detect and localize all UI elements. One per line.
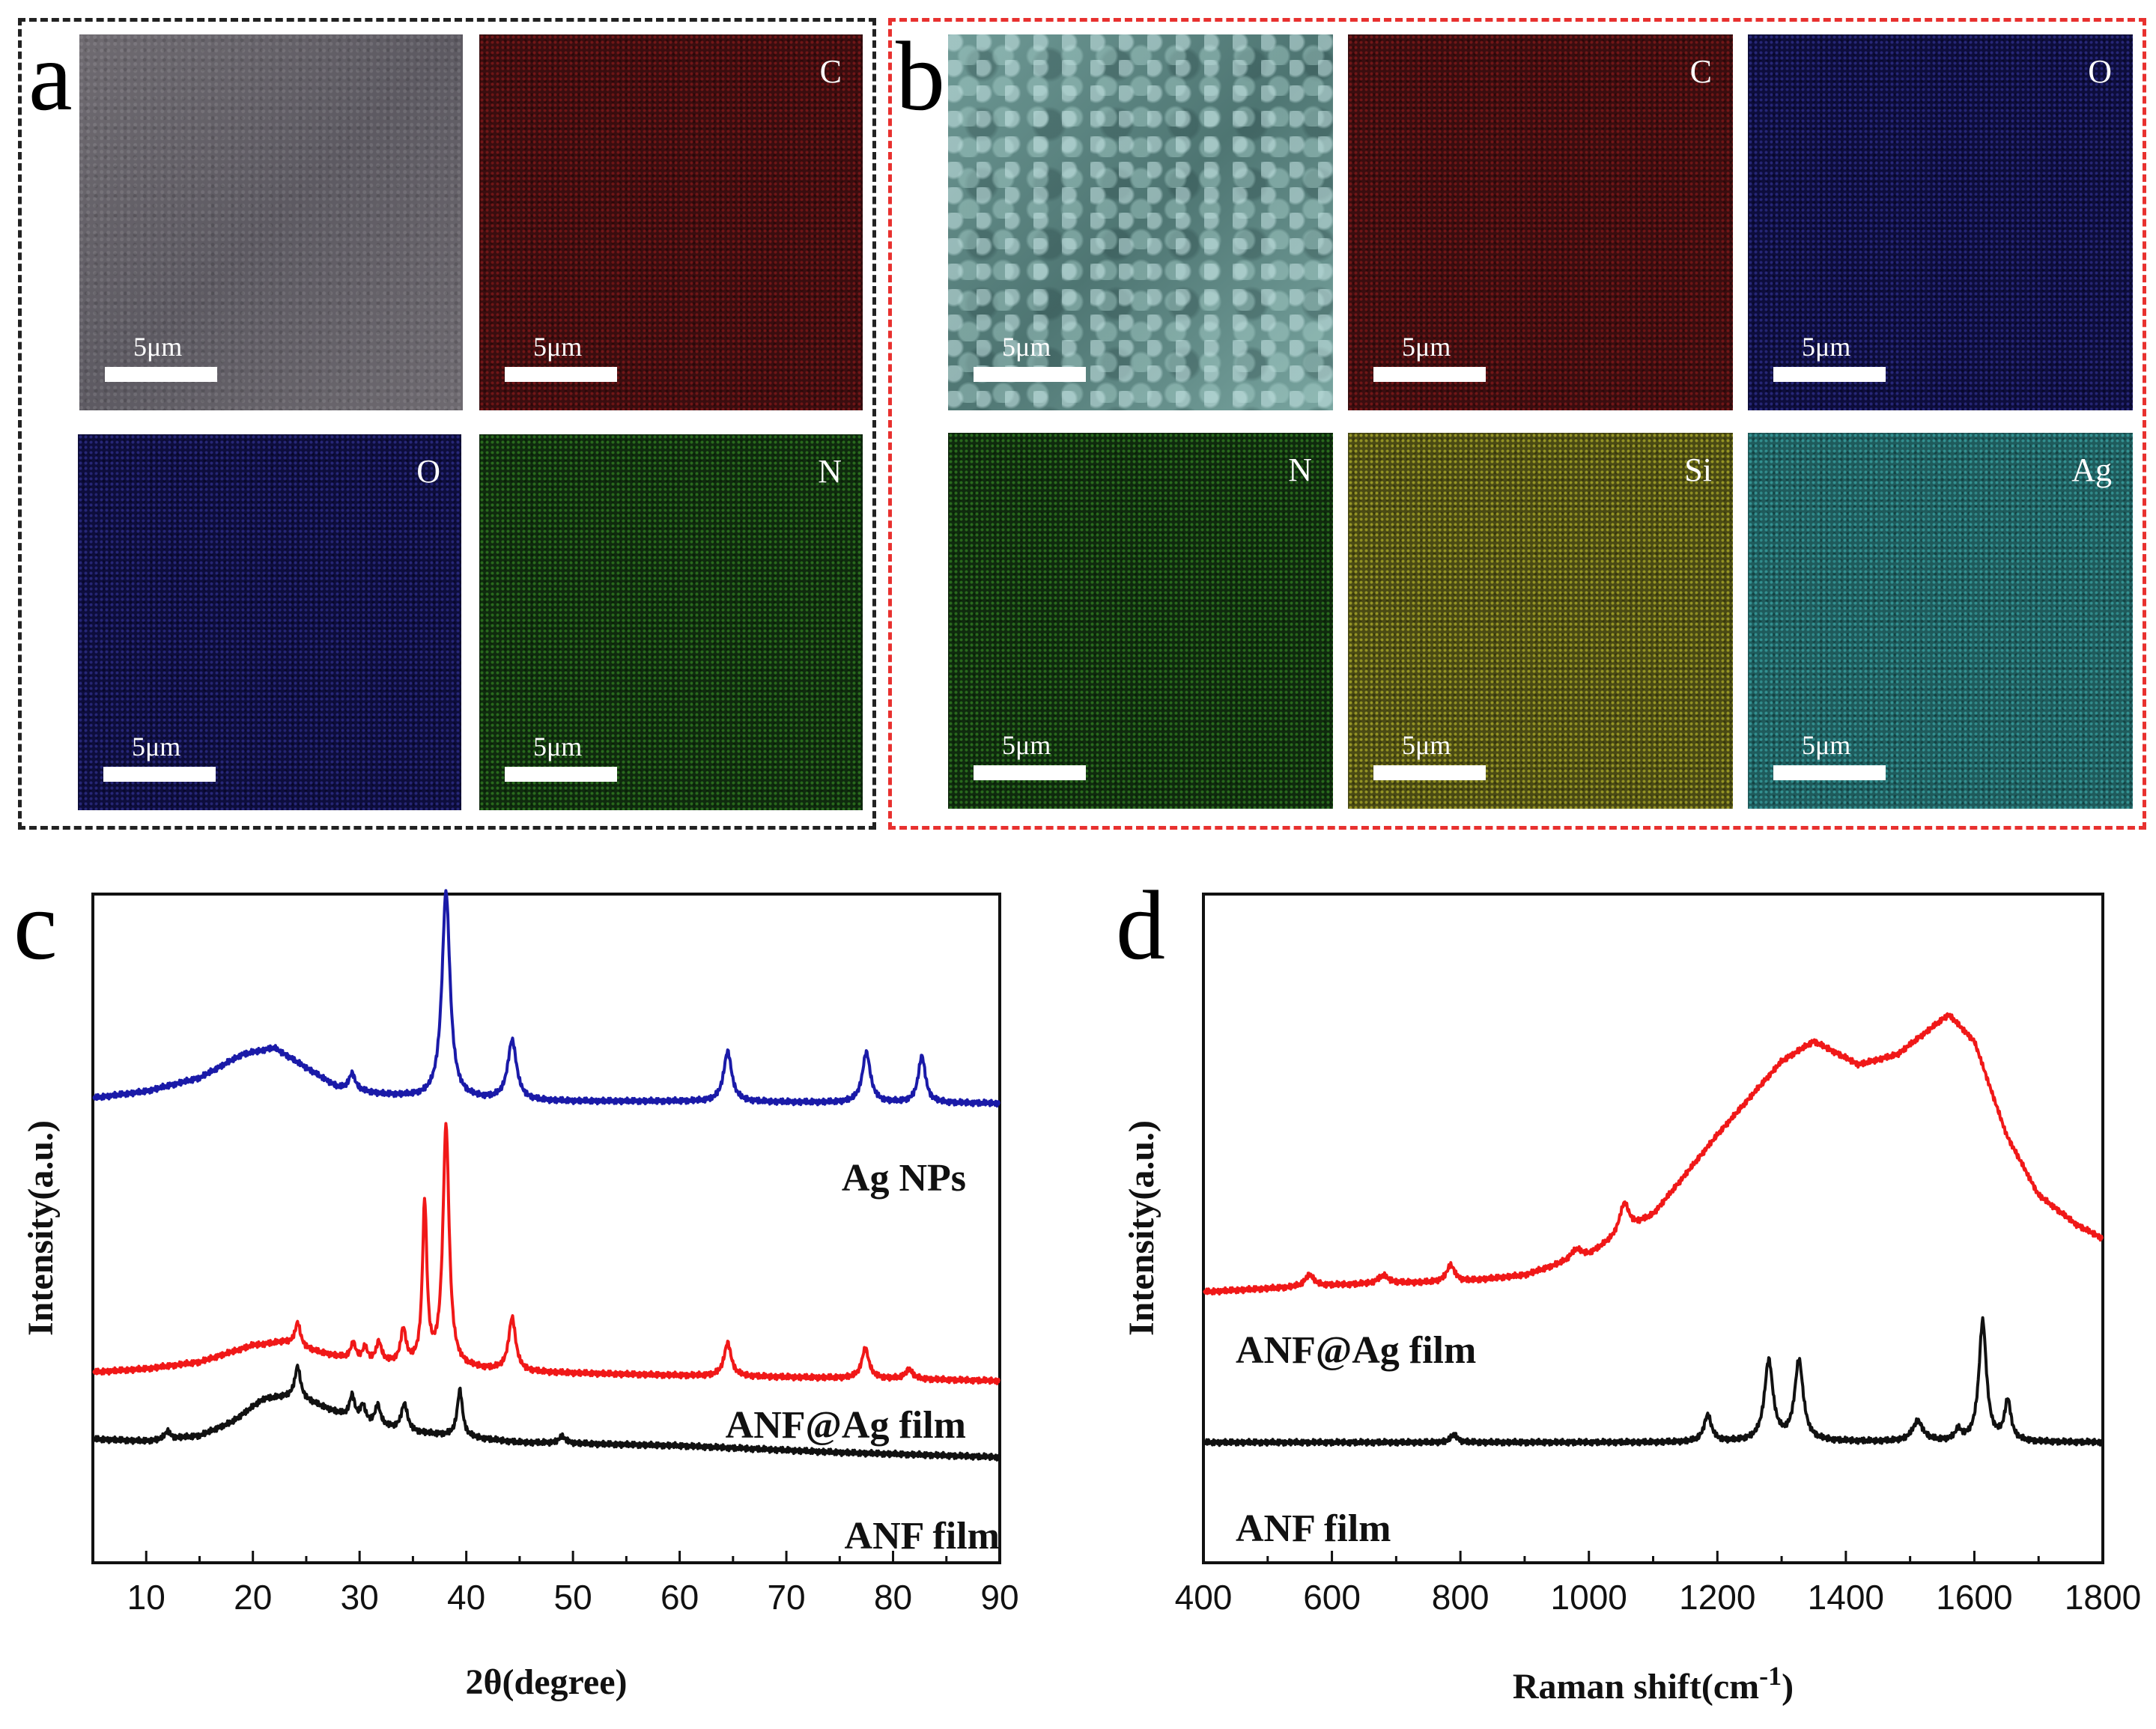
- x-axis-label: 2θ(degree): [465, 1662, 627, 1702]
- scale-bar: [1773, 367, 1886, 382]
- eds-map-a-o: O 5μm: [78, 434, 461, 810]
- scale-bar-label: 5μm: [133, 332, 183, 362]
- plot-frame: [91, 893, 1001, 1564]
- series-label: ANF film: [845, 1515, 1000, 1558]
- scale-bar-label: 5μm: [1802, 332, 1851, 362]
- panel-a-frame: [18, 18, 876, 830]
- x-axis-label-sup: -1: [1759, 1661, 1782, 1691]
- eds-map-a-c: C 5μm: [479, 34, 863, 410]
- x-tick-label: 30: [341, 1578, 379, 1617]
- eds-map-b-o: O 5μm: [1748, 34, 2133, 410]
- plot-frame: [1202, 893, 2104, 1564]
- x-tick-label: 400: [1175, 1578, 1233, 1617]
- y-axis-label: Intensity(a.u.): [1122, 1120, 1161, 1336]
- panel-c-letter: c: [13, 870, 58, 980]
- eds-map-b-n: N 5μm: [948, 433, 1333, 809]
- x-tick-label: 10: [127, 1578, 166, 1617]
- scale-bar: [974, 765, 1086, 780]
- series-anf-film: [1202, 1316, 2104, 1447]
- scale-bar: [1773, 765, 1886, 780]
- x-tick-label: 1000: [1551, 1578, 1627, 1617]
- element-label: Ag: [2071, 452, 2112, 488]
- eds-map-b-ag: Ag 5μm: [1748, 433, 2133, 809]
- x-tick-label: 20: [234, 1578, 272, 1617]
- series-anf-ag-film: [91, 1122, 1001, 1385]
- scale-bar: [1373, 367, 1486, 382]
- series-label: ANF@Ag film: [1236, 1329, 1476, 1372]
- chart-d: d 400 600 800 1000 1200 1400 1600 1800 Raman shif…: [1116, 870, 2141, 1707]
- x-tick-label: 1200: [1679, 1578, 1755, 1617]
- element-label: Si: [1684, 452, 1712, 488]
- x-tick-label: 80: [874, 1578, 912, 1617]
- scale-bar: [974, 367, 1086, 382]
- scale-bar: [103, 767, 216, 782]
- element-label: C: [1689, 53, 1712, 90]
- panel-a-letter: a: [28, 21, 73, 131]
- scale-bar: [1373, 765, 1486, 780]
- chart-c: c 10 20 30 40 50 60 70 80 90 2θ(degree) Intensity(a…: [13, 870, 1019, 1702]
- x-tick-label: 60: [661, 1578, 699, 1617]
- series-label: ANF@Ag film: [726, 1404, 966, 1447]
- scale-bar-label: 5μm: [533, 332, 583, 362]
- x-tick-label: 50: [554, 1578, 592, 1617]
- x-axis-label: Raman shift(cm-1): [1513, 1661, 1794, 1707]
- series-label: ANF film: [1236, 1507, 1391, 1550]
- x-tick-label: 1800: [2065, 1578, 2141, 1617]
- element-label: O: [2088, 53, 2112, 90]
- panel-b-letter: b: [896, 21, 945, 131]
- scale-bar-label: 5μm: [132, 732, 181, 762]
- scale-bar-label: 5μm: [1402, 332, 1451, 362]
- scale-bar: [105, 367, 217, 382]
- eds-map-a-n: N 5μm: [479, 434, 863, 810]
- eds-map-b-si: Si 5μm: [1348, 433, 1733, 809]
- x-tick-label: 1400: [1808, 1578, 1884, 1617]
- scale-bar-label: 5μm: [1002, 730, 1051, 760]
- element-label: O: [416, 453, 440, 490]
- eds-map-a-image: 5μm: [79, 34, 463, 410]
- x-axis-label-close: ): [1782, 1667, 1794, 1707]
- panel-d-letter: d: [1116, 870, 1165, 980]
- x-tick-label: 40: [447, 1578, 485, 1617]
- series-label: Ag NPs: [842, 1157, 966, 1200]
- series-anf-ag-film: [1202, 1012, 2104, 1296]
- scale-bar-label: 5μm: [1802, 730, 1851, 760]
- x-tick-label: 1600: [1936, 1578, 2012, 1617]
- scale-bar: [505, 767, 617, 782]
- eds-map-b-image: 5μm: [948, 34, 1333, 410]
- series-ag-nps: [91, 889, 1001, 1108]
- scale-bar-label: 5μm: [1002, 332, 1051, 362]
- x-tick-label: 800: [1432, 1578, 1490, 1617]
- element-label: N: [818, 453, 842, 490]
- series-anf-film: [91, 1364, 1001, 1462]
- element-label: N: [1288, 452, 1312, 488]
- scale-bar-label: 5μm: [1402, 730, 1451, 760]
- eds-map-b-c: C 5μm: [1348, 34, 1733, 410]
- scale-bar-label: 5μm: [533, 732, 583, 762]
- element-label: C: [819, 53, 842, 90]
- scale-bar: [505, 367, 617, 382]
- panel-b-frame: [888, 18, 2146, 830]
- x-tick-label: 70: [767, 1578, 805, 1617]
- y-axis-label: Intensity(a.u.): [21, 1120, 61, 1336]
- x-tick-label: 90: [980, 1578, 1018, 1617]
- x-tick-label: 600: [1303, 1578, 1361, 1617]
